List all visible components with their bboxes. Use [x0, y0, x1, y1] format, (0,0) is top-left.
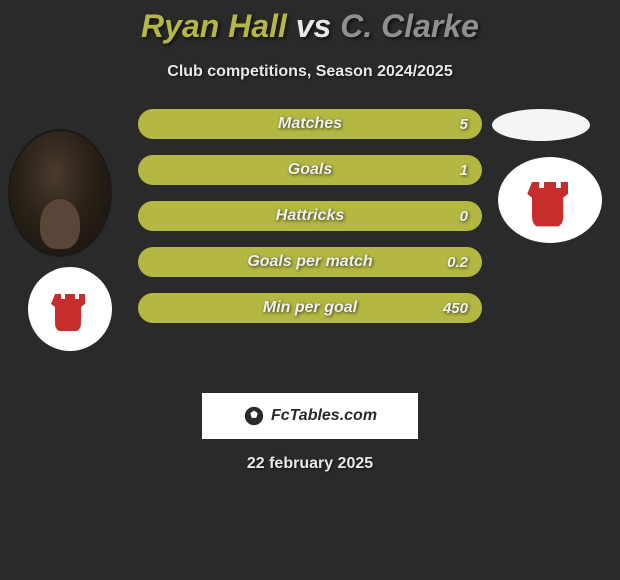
- page-title: Ryan Hall vs C. Clarke: [0, 8, 620, 45]
- stat-right-value: 450: [443, 300, 468, 317]
- player2-avatar: [492, 109, 590, 141]
- main-area: Matches 5 Goals 1 Hattricks 0 Goals per …: [0, 109, 620, 369]
- player1-avatar: [8, 129, 112, 257]
- attribution-badge: FcTables.com: [202, 393, 418, 439]
- stat-row: Goals 1: [138, 155, 482, 185]
- stat-bars: Matches 5 Goals 1 Hattricks 0 Goals per …: [138, 109, 482, 339]
- stat-row: Goals per match 0.2: [138, 247, 482, 277]
- stat-label: Min per goal: [263, 299, 357, 317]
- subtitle: Club competitions, Season 2024/2025: [0, 63, 620, 81]
- stat-right-value: 1: [460, 162, 468, 179]
- soccer-ball-icon: [243, 405, 265, 427]
- player1-team-logo: [28, 267, 112, 351]
- player2-name: C. Clarke: [340, 8, 479, 44]
- stat-row: Min per goal 450: [138, 293, 482, 323]
- stat-right-value: 0: [460, 208, 468, 225]
- tower-icon: [45, 284, 95, 334]
- player1-name: Ryan Hall: [141, 8, 287, 44]
- player2-team-logo: [498, 157, 602, 243]
- stat-label: Hattricks: [276, 207, 344, 225]
- vs-label: vs: [296, 8, 332, 44]
- comparison-card: Ryan Hall vs C. Clarke Club competitions…: [0, 0, 620, 473]
- date: 22 february 2025: [0, 455, 620, 473]
- stat-label: Goals: [288, 161, 332, 179]
- stat-row: Hattricks 0: [138, 201, 482, 231]
- stat-right-value: 5: [460, 116, 468, 133]
- attribution-text: FcTables.com: [271, 407, 377, 425]
- stat-label: Matches: [278, 115, 342, 133]
- stat-row: Matches 5: [138, 109, 482, 139]
- stat-right-value: 0.2: [447, 254, 468, 271]
- tower-icon: [520, 170, 580, 230]
- stat-label: Goals per match: [247, 253, 372, 271]
